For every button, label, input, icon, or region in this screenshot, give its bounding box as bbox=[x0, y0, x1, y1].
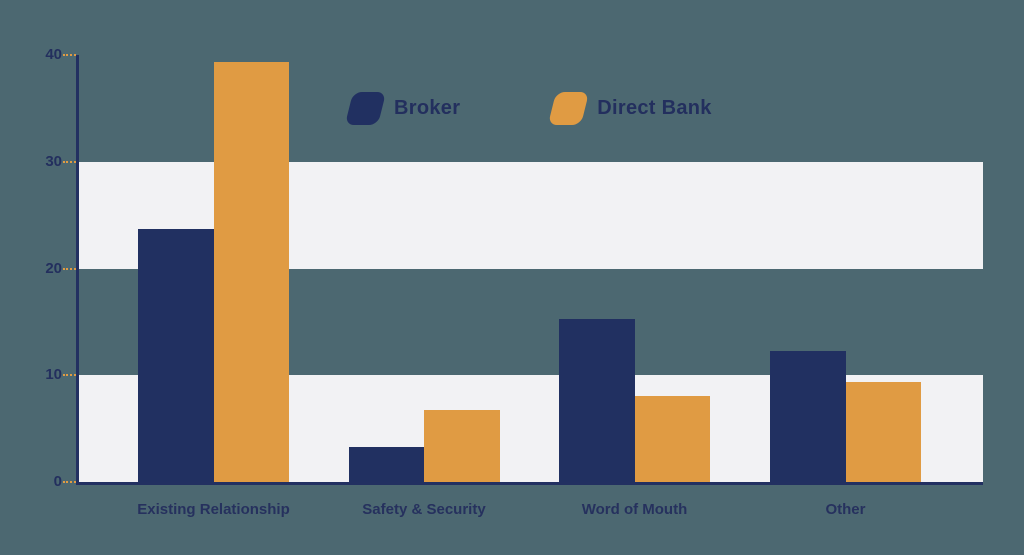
y-tick bbox=[63, 481, 76, 483]
y-tick bbox=[63, 54, 76, 56]
y-axis-label: 0 bbox=[53, 473, 62, 490]
y-tick bbox=[63, 267, 76, 270]
bar-direct-bank-other bbox=[845, 381, 921, 482]
x-axis-line bbox=[75, 482, 983, 485]
legend-label-broker: Broker bbox=[394, 96, 461, 119]
legend-item-direct-bank: Direct Bank bbox=[548, 91, 712, 125]
y-tick bbox=[63, 374, 76, 377]
bar-direct-bank-existing-relationship bbox=[213, 62, 289, 482]
bar-broker-existing-relationship bbox=[138, 229, 214, 482]
bar-broker-safety-security bbox=[348, 446, 424, 482]
broker-swatch-icon bbox=[344, 91, 387, 125]
category-label: Other bbox=[825, 501, 866, 518]
bar-direct-bank-word-of-mouth bbox=[634, 395, 710, 482]
bar-broker-other bbox=[770, 350, 846, 482]
bar-broker-word-of-mouth bbox=[559, 318, 635, 482]
y-tick bbox=[63, 160, 76, 163]
category-label: Safety & Security bbox=[362, 501, 486, 518]
y-axis-line bbox=[75, 55, 79, 485]
direct-bank-swatch-icon bbox=[548, 91, 590, 125]
category-label: Word of Mouth bbox=[581, 501, 688, 518]
y-axis-label: 10 bbox=[45, 366, 62, 384]
y-axis-label: 30 bbox=[45, 152, 62, 170]
y-axis-label: 40 bbox=[45, 46, 62, 63]
y-axis-label: 20 bbox=[45, 259, 62, 277]
category-label: Existing Relationship bbox=[137, 501, 290, 518]
legend: Broker Direct Bank bbox=[344, 90, 712, 126]
bar-direct-bank-safety-security bbox=[424, 410, 500, 482]
legend-item-broker: Broker bbox=[344, 91, 461, 125]
legend-label-direct-bank: Direct Bank bbox=[597, 96, 712, 119]
